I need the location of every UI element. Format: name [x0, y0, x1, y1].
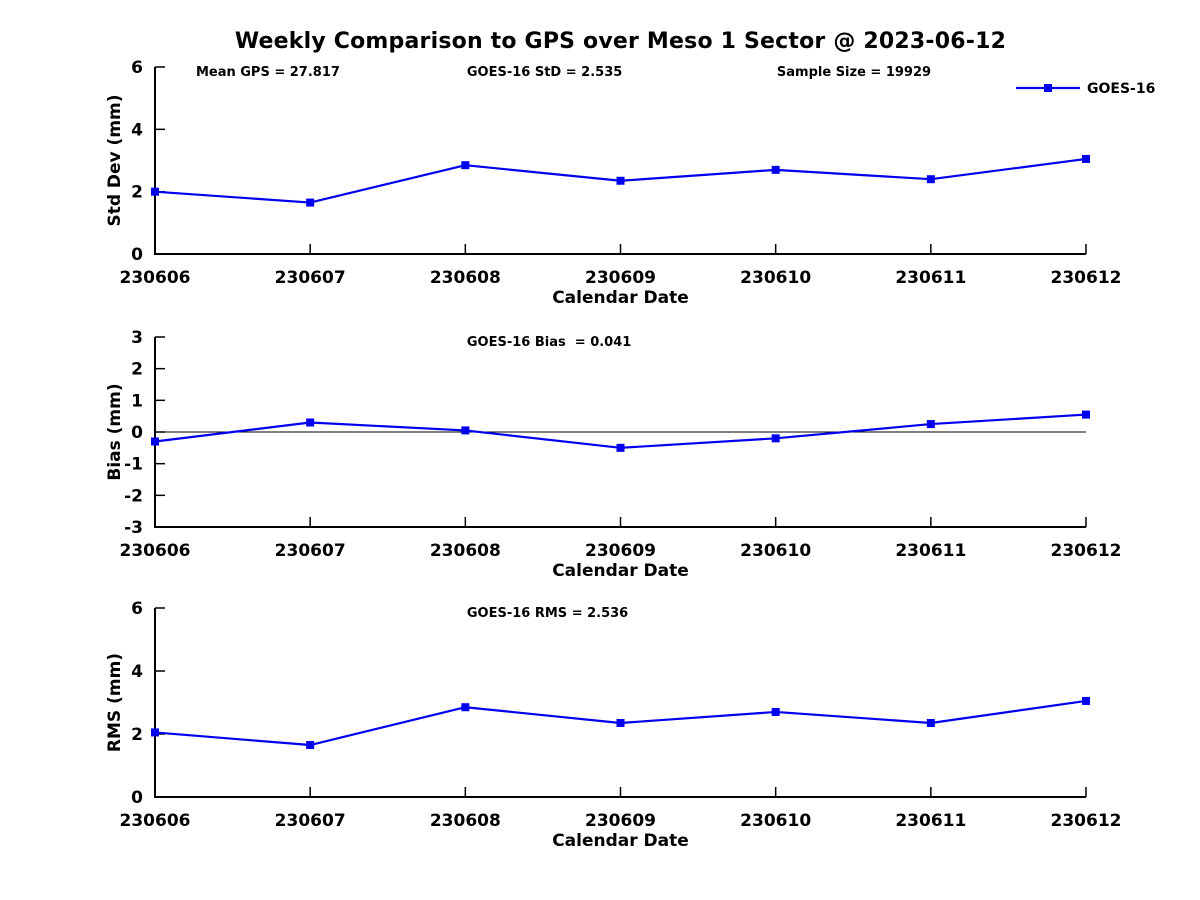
y-tick-label: 2: [131, 725, 143, 745]
data-point-marker: [616, 443, 625, 452]
y-tick-label: 0: [131, 245, 143, 265]
chart-title: Weekly Comparison to GPS over Meso 1 Sec…: [234, 29, 1007, 54]
y-axis-label: RMS (mm): [105, 653, 125, 752]
x-tick-label: 230612: [1051, 541, 1122, 561]
axes-frame: [154, 337, 1086, 528]
subplot-rms: 0 2 4 6 230606 230607 230608 230609 230610 230611…: [105, 599, 1121, 851]
data-point-marker: [151, 437, 159, 446]
subplot-bias: -3 -2 -1 0 1 2 3 230606 230607 230608 230609 230610…: [105, 328, 1121, 581]
data-point-marker: [926, 718, 935, 727]
y-tick-label: 6: [131, 599, 143, 619]
y-axis-label: Std Dev (mm): [105, 94, 125, 226]
annotation: GOES-16 StD = 2.535: [467, 65, 622, 80]
x-tick-label: 230611: [895, 811, 966, 831]
y-tick-label: -3: [124, 518, 143, 538]
annotation: GOES-16 Bias = 0.041: [467, 335, 631, 350]
x-tick-label: 230606: [120, 541, 191, 561]
x-tick-label: 230606: [120, 811, 191, 831]
y-tick-label: 2: [131, 183, 143, 203]
data-point-marker: [151, 187, 159, 196]
x-tick-label: 230610: [740, 811, 811, 831]
x-tick-label: 230607: [275, 811, 346, 831]
x-tick-label: 230609: [585, 268, 656, 288]
data-point-marker: [306, 418, 315, 427]
legend-marker: [1044, 84, 1052, 92]
data-point-marker: [771, 707, 780, 716]
x-axis-label: Calendar Date: [552, 561, 689, 581]
x-tick-label: 230608: [430, 811, 501, 831]
annotation: Mean GPS = 27.817: [196, 65, 340, 80]
x-axis-label: Calendar Date: [552, 831, 689, 851]
x-tick-label: 230606: [120, 268, 191, 288]
y-tick-label: 1: [131, 391, 143, 411]
axes-frame: [154, 67, 1086, 255]
x-tick-label: 230610: [740, 268, 811, 288]
data-point-marker: [461, 426, 470, 435]
y-tick-label: 3: [131, 328, 143, 348]
y-tick-label: 4: [131, 662, 143, 682]
legend-label: GOES-16: [1087, 81, 1155, 97]
annotation: Sample Size = 19929: [777, 65, 931, 80]
y-tick-label: 0: [131, 788, 143, 808]
x-tick-label: 230611: [895, 268, 966, 288]
data-point-marker: [306, 741, 315, 750]
data-point-marker: [771, 434, 780, 443]
y-tick-label: 6: [131, 58, 143, 78]
y-tick-label: 0: [131, 423, 143, 443]
y-tick-label: 2: [131, 360, 143, 380]
x-tick-label: 230612: [1051, 268, 1122, 288]
data-point-marker: [1082, 696, 1090, 705]
annotation: GOES-16 RMS = 2.536: [467, 606, 628, 621]
x-tick-label: 230607: [275, 541, 346, 561]
data-point-marker: [926, 175, 935, 184]
data-point-marker: [771, 165, 780, 174]
data-point-marker: [926, 420, 935, 429]
data-point-marker: [461, 703, 470, 712]
x-tick-label: 230609: [585, 541, 656, 561]
data-point-marker: [151, 728, 159, 737]
x-tick-label: 230609: [585, 811, 656, 831]
axes-frame: [154, 608, 1086, 798]
y-axis-label: Bias (mm): [105, 383, 125, 480]
y-tick-label: -1: [124, 455, 143, 475]
subplot-std-dev: 0 2 4 6 230606 230607 230608 230609 230610 230611…: [105, 58, 1155, 308]
x-tick-label: 230612: [1051, 811, 1122, 831]
x-axis-label: Calendar Date: [552, 288, 689, 308]
x-tick-label: 230608: [430, 268, 501, 288]
y-tick-label: -2: [124, 486, 143, 506]
series-line-goes-16: [153, 413, 1088, 449]
data-point-marker: [1082, 410, 1090, 419]
x-tick-label: 230611: [895, 541, 966, 561]
y-tick-label: 4: [131, 120, 143, 140]
x-tick-label: 230607: [275, 268, 346, 288]
data-point-marker: [306, 198, 315, 207]
data-point-marker: [616, 718, 625, 727]
x-tick-label: 230610: [740, 541, 811, 561]
data-point-marker: [616, 176, 625, 185]
data-point-marker: [461, 161, 470, 170]
data-point-marker: [1082, 154, 1090, 163]
legend: GOES-16: [1016, 81, 1155, 97]
x-tick-label: 230608: [430, 541, 501, 561]
